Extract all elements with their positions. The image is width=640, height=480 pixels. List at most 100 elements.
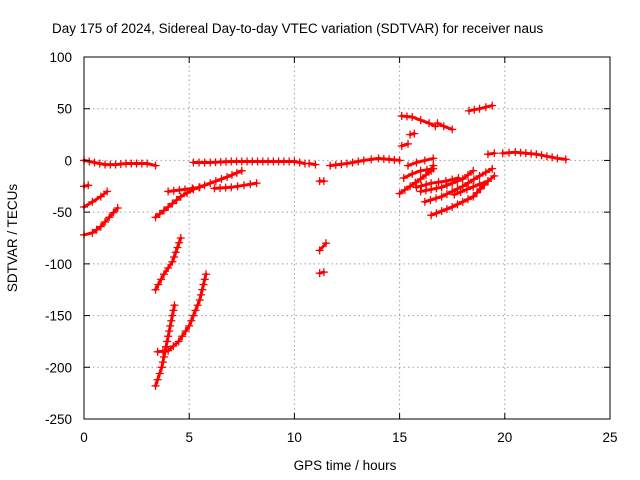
data-point bbox=[400, 185, 409, 194]
data-point bbox=[96, 222, 105, 231]
data-point bbox=[490, 171, 499, 180]
data-point bbox=[412, 183, 421, 192]
data-point bbox=[164, 187, 173, 196]
data-point bbox=[331, 160, 340, 169]
data-point bbox=[469, 175, 478, 184]
data-point bbox=[448, 179, 457, 188]
series-arc-25 bbox=[416, 166, 478, 196]
series-arc-19 bbox=[404, 154, 438, 170]
data-point bbox=[411, 178, 420, 187]
data-point bbox=[456, 187, 465, 196]
data-point bbox=[295, 158, 304, 167]
data-point bbox=[348, 158, 357, 167]
data-point bbox=[200, 181, 209, 190]
series-line bbox=[318, 241, 328, 252]
data-point bbox=[483, 177, 492, 186]
data-point bbox=[408, 169, 417, 178]
series-arc-09 bbox=[164, 183, 204, 196]
data-point bbox=[165, 327, 174, 336]
data-point bbox=[159, 270, 168, 279]
data-point bbox=[96, 192, 105, 201]
data-point bbox=[442, 181, 451, 190]
data-point bbox=[408, 112, 417, 121]
data-point bbox=[458, 197, 467, 206]
data-point bbox=[416, 116, 425, 125]
data-point bbox=[169, 342, 178, 351]
data-point bbox=[157, 363, 166, 372]
x-axis-label: GPS time / hours bbox=[294, 458, 397, 473]
data-point bbox=[164, 263, 173, 272]
data-point bbox=[315, 269, 324, 278]
data-point bbox=[151, 213, 160, 222]
data-point bbox=[472, 188, 481, 197]
data-point bbox=[143, 159, 152, 168]
data-point bbox=[490, 149, 499, 158]
data-point bbox=[532, 150, 541, 159]
data-point bbox=[191, 306, 200, 315]
data-point bbox=[181, 327, 190, 336]
data-point bbox=[239, 181, 248, 190]
data-point bbox=[483, 150, 492, 159]
data-point bbox=[173, 243, 182, 252]
y-tick-label: 100 bbox=[49, 50, 72, 65]
data-point bbox=[421, 186, 430, 195]
series-arc-11 bbox=[210, 179, 261, 193]
data-point bbox=[246, 180, 255, 189]
data-point bbox=[195, 296, 204, 305]
data-point bbox=[198, 285, 207, 294]
data-point bbox=[172, 196, 181, 205]
series-arc-31 bbox=[498, 148, 570, 164]
data-point bbox=[157, 275, 166, 284]
data-point bbox=[113, 204, 122, 213]
data-point bbox=[458, 182, 467, 191]
data-point bbox=[185, 321, 194, 330]
series-arc-05 bbox=[151, 166, 246, 222]
data-point bbox=[166, 321, 175, 330]
series-arc-12 bbox=[305, 159, 320, 169]
series-arc-30 bbox=[483, 149, 499, 159]
data-point bbox=[426, 196, 435, 205]
data-point bbox=[101, 217, 110, 226]
data-point bbox=[470, 105, 479, 114]
data-point bbox=[175, 238, 184, 247]
data-point bbox=[416, 187, 425, 196]
data-point bbox=[162, 342, 171, 351]
data-point bbox=[442, 205, 451, 214]
data-point bbox=[432, 209, 441, 218]
series-arc-02 bbox=[80, 181, 93, 191]
data-point bbox=[223, 172, 232, 181]
data-point bbox=[395, 156, 404, 165]
data-point bbox=[196, 290, 205, 299]
data-point bbox=[290, 157, 299, 166]
y-tick-label: 0 bbox=[64, 153, 72, 168]
data-point bbox=[432, 184, 441, 193]
data-point bbox=[406, 130, 415, 139]
data-point bbox=[155, 209, 164, 218]
data-point bbox=[420, 197, 429, 206]
data-point bbox=[433, 119, 442, 128]
data-point bbox=[469, 166, 478, 175]
data-point bbox=[422, 165, 431, 174]
data-point bbox=[404, 161, 413, 170]
data-point bbox=[176, 234, 185, 242]
data-point bbox=[437, 183, 446, 192]
data-point bbox=[475, 180, 484, 189]
series-arc-01 bbox=[80, 187, 112, 211]
data-point bbox=[448, 125, 457, 134]
data-point bbox=[176, 192, 185, 201]
data-point bbox=[151, 381, 160, 390]
data-point bbox=[171, 248, 180, 257]
data-point bbox=[151, 161, 160, 170]
data-point bbox=[321, 239, 330, 248]
y-tick-label: 50 bbox=[57, 102, 72, 117]
data-point bbox=[85, 157, 94, 166]
series-arc-13 bbox=[315, 177, 328, 186]
data-point bbox=[410, 129, 419, 138]
data-point bbox=[189, 311, 198, 320]
data-point bbox=[416, 166, 425, 175]
data-point bbox=[154, 280, 163, 289]
series-arc-21 bbox=[397, 139, 413, 150]
chart-title: Day 175 of 2024, Sidereal Day-to-day VTE… bbox=[52, 21, 543, 36]
data-point bbox=[164, 202, 173, 211]
